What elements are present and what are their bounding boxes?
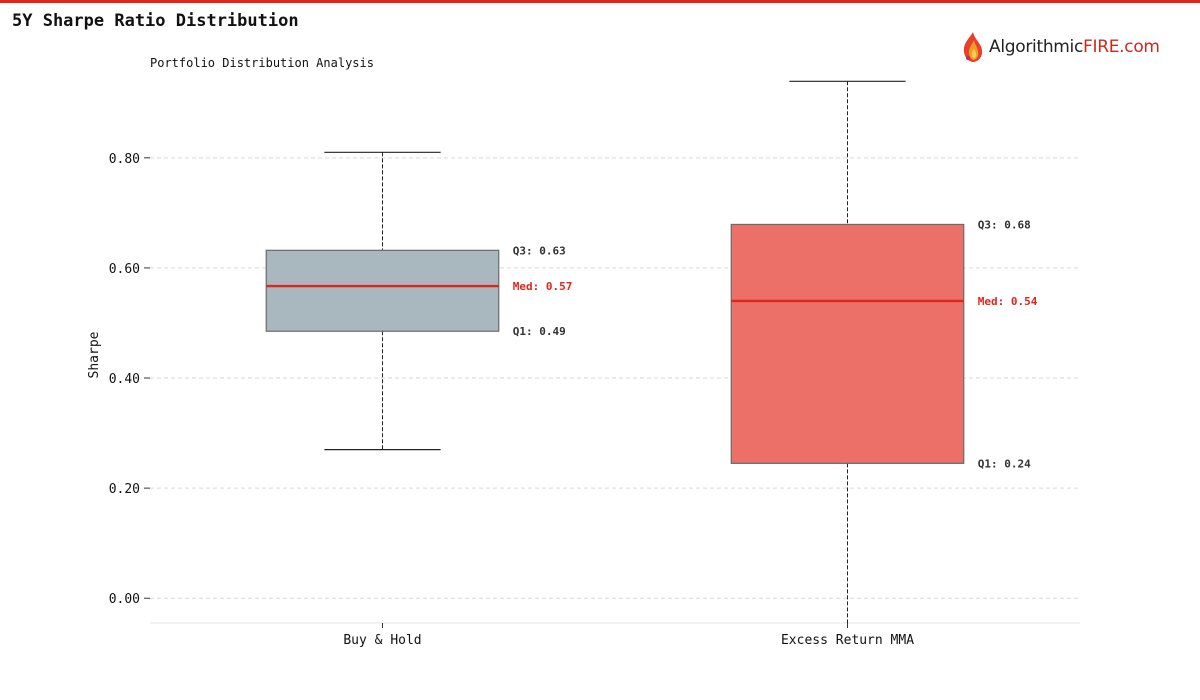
y-axis-label: Sharpe [87,331,102,378]
box-group: Q3: 0.68 Med: 0.54 Q1: 0.24 [730,80,1038,627]
page-title: 5Y Sharpe Ratio Distribution [12,11,299,31]
x-tick-label: Buy & Hold [343,633,421,648]
x-axis-ticks: Buy & Hold Excess Return MMA [343,623,914,648]
chart-subtitle: Portfolio Distribution Analysis [150,56,374,70]
top-accent-rule [0,0,1200,3]
y-tick-label: 0.80 [109,152,140,167]
box-layer: Q3: 0.63 Med: 0.57 Q1: 0.49 Q3: 0.68 Med: 0.… [265,80,1038,627]
box-group: Q3: 0.63 Med: 0.57 Q1: 0.49 [265,151,573,451]
q3-label: Q3: 0.63 [513,244,566,257]
box-iqr [730,223,965,464]
box-iqr [265,249,500,332]
brand-suffix: FIRE.com [1083,37,1160,57]
q1-label: Q1: 0.24 [978,457,1031,470]
x-tick-label: Excess Return MMA [781,633,914,648]
median-label: Med: 0.54 [978,295,1038,308]
brand-logo: AlgorithmicFIRE.com [960,30,1160,64]
y-axis-ticks: 0.00 0.20 0.40 0.60 0.80 [109,152,150,607]
q3-label: Q3: 0.68 [978,218,1031,231]
brand-text: AlgorithmicFIRE.com [989,37,1160,57]
median-label: Med: 0.57 [513,280,573,293]
y-tick-label: 0.40 [109,372,140,387]
brand-name: Algorithmic [989,37,1084,57]
y-tick-label: 0.20 [109,482,140,497]
y-tick-label: 0.60 [109,262,140,277]
flame-icon [963,32,983,62]
y-tick-label: 0.00 [109,592,140,607]
q1-label: Q1: 0.49 [513,325,566,338]
